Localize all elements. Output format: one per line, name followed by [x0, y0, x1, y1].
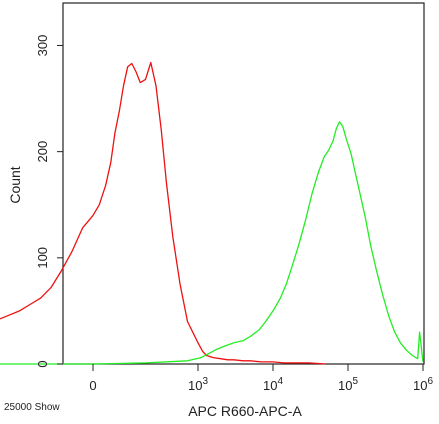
y-tick-label-2: 200 [35, 141, 50, 163]
footer-note: 25000 Show [4, 402, 60, 413]
series-layer [0, 61, 424, 365]
x-tick-label-1: 103 [188, 376, 208, 393]
x-axis-title: APC R660-APC-A [188, 403, 302, 419]
x-tick-label-2: 104 [263, 376, 283, 393]
series-line-0 [0, 61, 326, 365]
plot-frame [62, 2, 425, 365]
series-line-1 [0, 121, 424, 365]
x-axis-ticks: 0 103 104 105 106 [89, 364, 433, 393]
y-tick-label-0: 0 [35, 360, 50, 367]
x-tick-label-4: 106 [413, 376, 433, 393]
x-tick-label-0: 0 [89, 378, 96, 393]
y-tick-label-3: 300 [35, 35, 50, 57]
x-tick-label-3: 105 [338, 376, 358, 393]
y-axis-ticks: 0 100 200 300 [35, 35, 63, 368]
y-axis-title: Count [7, 166, 23, 203]
y-tick-label-1: 100 [35, 247, 50, 269]
